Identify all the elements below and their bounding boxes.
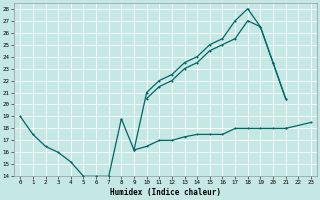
X-axis label: Humidex (Indice chaleur): Humidex (Indice chaleur) — [110, 188, 221, 197]
